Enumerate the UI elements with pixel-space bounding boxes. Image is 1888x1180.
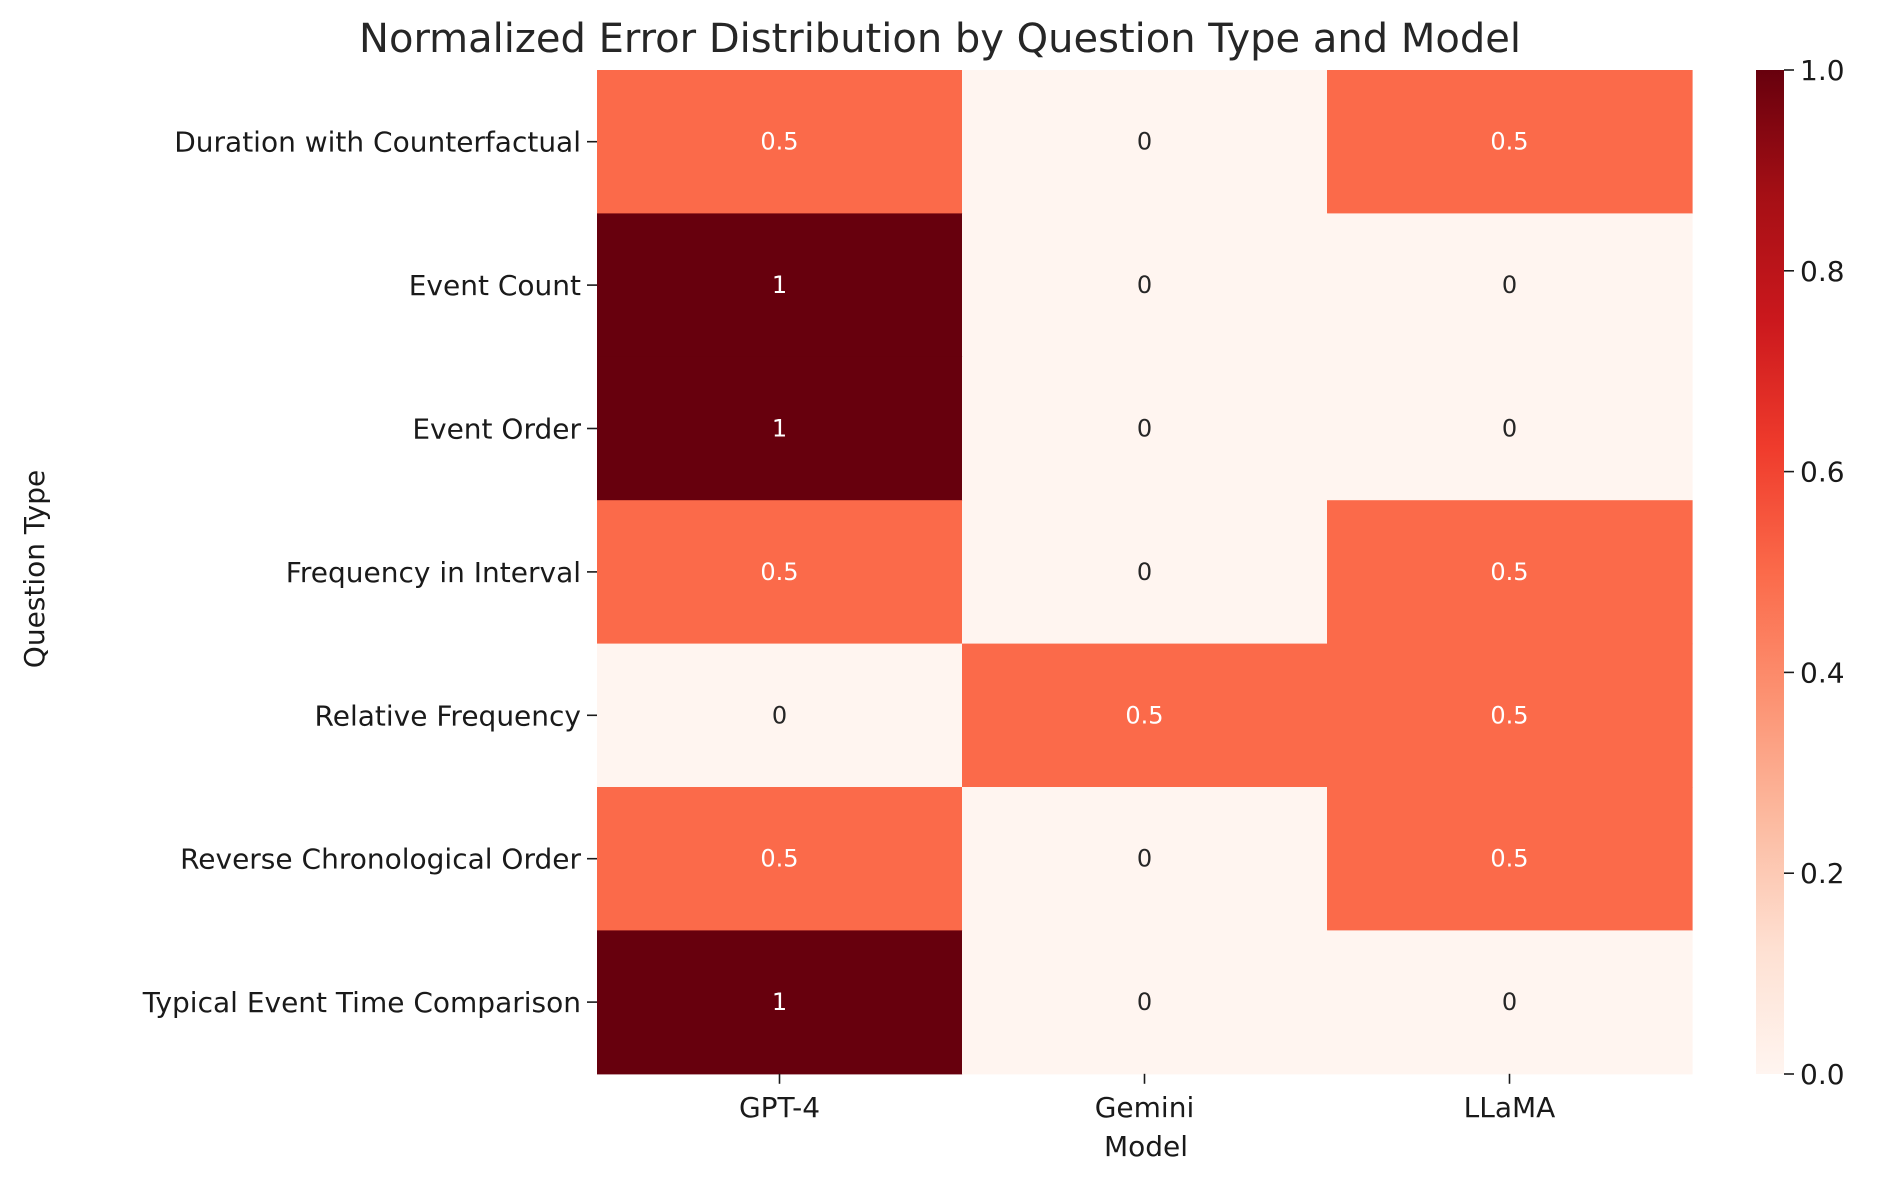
cell-value-label: 0.5	[760, 845, 798, 873]
colorbar-tick-label: 0.0	[1800, 1058, 1845, 1091]
colorbar-tick-label: 0.4	[1800, 656, 1845, 689]
y-axis-label: Question Type	[18, 470, 51, 668]
colorbar	[1756, 70, 1784, 1074]
cell-value-label: 0	[1137, 271, 1152, 299]
y-tick-label: Event Count	[409, 269, 581, 302]
heatmap-cell	[597, 70, 963, 214]
x-tick-labels: GPT-4 Gemini LLaMA	[739, 1073, 1556, 1124]
cell-value-label: 0.5	[1490, 558, 1528, 586]
chart-title: Normalized Error Distribution by Questio…	[359, 16, 1521, 62]
cell-value-label: 0	[1137, 845, 1152, 873]
colorbar-ticks: 0.0 0.2 0.4 0.6 0.8 1.0	[1784, 54, 1845, 1091]
cell-value-label: 0.5	[1125, 701, 1163, 729]
cell-value-label: 0.5	[760, 128, 798, 156]
heatmap-cell	[962, 500, 1328, 645]
cell-value-label: 0	[772, 701, 787, 729]
cell-value-label: 0.5	[1490, 128, 1528, 156]
x-tick-label: GPT-4	[739, 1091, 820, 1124]
colorbar-tick-label: 0.2	[1800, 857, 1845, 890]
heatmap-cell	[1327, 787, 1693, 931]
cell-value-label: 0.5	[1490, 845, 1528, 873]
cell-value-label: 0.5	[760, 558, 798, 586]
heatmap-cell	[597, 500, 963, 645]
heatmap-cell	[597, 787, 963, 931]
heatmap-cell	[962, 643, 1328, 788]
y-tick-label: Typical Event Time Comparison	[142, 986, 581, 1019]
heatmap-cell	[962, 930, 1328, 1075]
cell-value-label: 0	[1137, 558, 1152, 586]
heatmap-cells: 0.5 0 0.5 1 0 0 1 0 0 0.5 0 0.5 0 0.5 0.5 0.5 0 0.5 1 0 0	[597, 70, 1693, 1075]
heatmap-cell	[1327, 930, 1693, 1075]
cell-value-label: 0	[1137, 988, 1152, 1016]
heatmap-cell	[962, 70, 1328, 214]
y-tick-label: Frequency in Interval	[286, 556, 581, 589]
cell-value-label: 0	[1502, 988, 1517, 1016]
heatmap-cell	[1327, 643, 1693, 788]
heatmap-cell	[597, 213, 963, 358]
x-tick-label: Gemini	[1095, 1091, 1195, 1124]
heatmap-cell	[962, 213, 1328, 358]
cell-value-label: 1	[772, 415, 787, 443]
y-tick-label: Event Order	[412, 413, 581, 446]
colorbar-tick-label: 0.6	[1800, 456, 1845, 489]
cell-value-label: 1	[772, 988, 787, 1016]
cell-value-label: 0.5	[1490, 701, 1528, 729]
colorbar-tick-label: 0.8	[1800, 255, 1845, 288]
cell-value-label: 0	[1137, 415, 1152, 443]
cell-value-label: 1	[772, 271, 787, 299]
heatmap-cell	[597, 356, 963, 501]
x-axis-label: Model	[1104, 1130, 1188, 1163]
cell-value-label: 0	[1502, 271, 1517, 299]
cell-value-label: 0	[1502, 415, 1517, 443]
heatmap-cell	[597, 930, 963, 1075]
cell-value-label: 0	[1137, 128, 1152, 156]
heatmap-cell	[597, 643, 963, 788]
y-tick-label: Reverse Chronological Order	[180, 843, 581, 876]
y-tick-label: Duration with Counterfactual	[174, 126, 581, 159]
y-tick-label: Relative Frequency	[315, 699, 581, 732]
colorbar-tick-label: 1.0	[1800, 54, 1845, 87]
heatmap-cell	[962, 356, 1328, 501]
heatmap-cell	[1327, 356, 1693, 501]
heatmap-cell	[1327, 70, 1693, 214]
x-tick-label: LLaMA	[1464, 1091, 1556, 1124]
y-tick-labels: Duration with Counterfactual Event Count E…	[142, 126, 597, 1019]
heatmap-cell	[1327, 500, 1693, 645]
heatmap-cell	[1327, 213, 1693, 358]
heatmap-cell	[962, 787, 1328, 931]
